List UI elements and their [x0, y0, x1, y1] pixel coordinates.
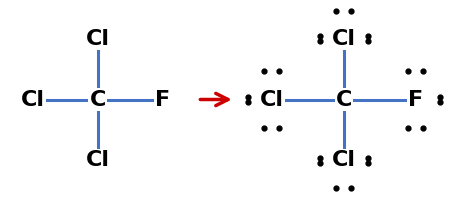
Text: Cl: Cl [260, 90, 284, 109]
Text: Cl: Cl [86, 29, 109, 49]
Text: Cl: Cl [332, 29, 356, 49]
Text: Cl: Cl [86, 150, 109, 170]
Text: Cl: Cl [20, 90, 45, 109]
Text: F: F [155, 90, 170, 109]
Text: C: C [336, 90, 352, 109]
Text: Cl: Cl [332, 150, 356, 170]
Text: F: F [408, 90, 423, 109]
Text: C: C [90, 90, 106, 109]
